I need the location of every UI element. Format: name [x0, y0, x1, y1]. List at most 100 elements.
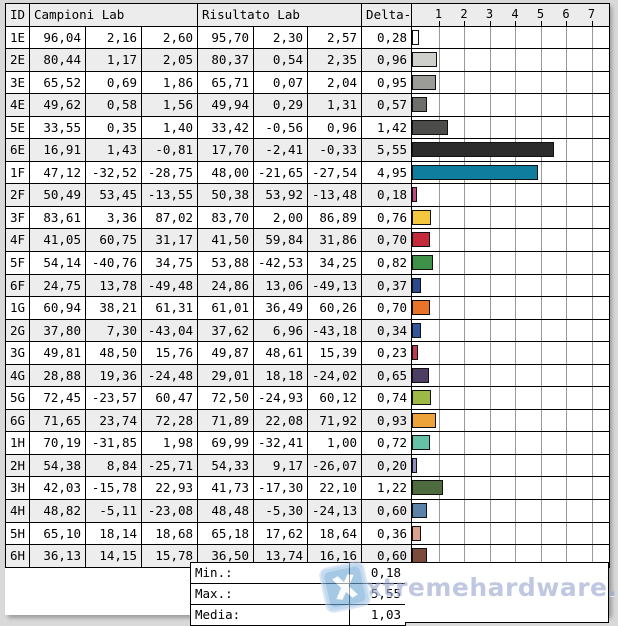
chart-gridline [489, 365, 491, 386]
chart-gridline [566, 252, 568, 274]
chart-bar[interactable] [412, 232, 430, 248]
chart-gridline [438, 27, 440, 48]
chart-bar[interactable] [412, 277, 422, 293]
table-row[interactable]: 5E 33,55 0,35 1,40 33,42 -0,56 0,96 1,42 [5, 115, 611, 140]
chart-gridline [438, 94, 440, 116]
chart-gridline [566, 72, 568, 93]
stats-value: 1,03 [349, 604, 406, 626]
table-row[interactable]: 2H 54,38 8,84 -25,71 54,33 9,17 -26,07 0,20 [5, 453, 611, 478]
table-row[interactable]: 1G 60,94 38,21 61,31 61,01 36,49 60,26 0,70 [5, 296, 611, 320]
cell-campioni-value: 23,74 [85, 408, 142, 433]
cell-id: 4F [5, 228, 30, 253]
cell-campioni-value: 53,45 [85, 183, 142, 207]
chart-cell [411, 183, 611, 207]
chart-gridline [540, 455, 542, 477]
table-row[interactable]: 1F 47,12 -32,52 -28,75 48,00 -21,65 -27,54 4,95 [5, 160, 611, 185]
chart-bar[interactable] [412, 74, 437, 90]
table-row[interactable]: 5G 72,45 -23,57 60,47 72,50 -24,93 60,12 0,74 [5, 386, 611, 410]
axis-tick-mark [438, 20, 440, 26]
chart-bar[interactable] [412, 390, 431, 406]
chart-bar[interactable] [412, 119, 449, 135]
chart-gridline [464, 455, 466, 477]
table-row[interactable]: 6F 24,75 13,78 -49,48 24,86 13,06 -49,13 0,37 [5, 273, 611, 298]
chart-gridline [540, 162, 542, 183]
table-row[interactable]: 3E 65,52 0,69 1,86 65,71 0,07 2,04 0,95 [5, 70, 611, 95]
cell-risultato-value: 49,94 [197, 93, 255, 117]
chart-bar[interactable] [412, 97, 427, 113]
cell-id: 3F [5, 205, 30, 230]
table-row[interactable]: 3G 49,81 48,50 15,76 49,87 48,61 15,39 0,23 [5, 341, 611, 365]
chart-bar[interactable] [412, 367, 429, 383]
table-row[interactable]: 2E 80,44 1,17 2,05 80,37 0,54 2,35 0,96 [5, 48, 611, 72]
chart-gridline [591, 162, 593, 183]
cell-risultato-value: 6,96 [253, 318, 309, 343]
table-row[interactable]: 4E 49,62 0,58 1,56 49,94 0,29 1,31 0,57 [5, 93, 611, 117]
table-row[interactable]: 5F 54,14 -40,76 34,75 53,88 -42,53 34,25 0,82 [5, 251, 611, 275]
chart-bar[interactable] [412, 209, 432, 225]
cell-campioni-value: 0,69 [85, 70, 142, 95]
cell-campioni-value: -31,85 [85, 431, 142, 455]
chart-bar[interactable] [412, 255, 433, 271]
table-row[interactable]: 6E 16,91 1,43 -0,81 17,70 -2,41 -0,33 5,55 [5, 138, 611, 162]
chart-gridline [464, 72, 466, 93]
stats-row: Min.: 0,18 [190, 562, 406, 584]
table-row[interactable]: 5H 65,10 18,14 18,68 65,18 17,62 18,64 0,36 [5, 521, 611, 546]
chart-bar[interactable] [412, 52, 437, 68]
chart-bar[interactable] [412, 29, 420, 45]
chart-bar[interactable] [412, 412, 436, 428]
chart-bar[interactable] [412, 300, 430, 316]
table-row[interactable]: 2F 50,49 53,45 -13,55 50,38 53,92 -13,48 0,18 [5, 183, 611, 207]
chart-bar[interactable] [412, 164, 539, 180]
chart-plot-area [412, 184, 609, 206]
chart-gridline [540, 477, 542, 499]
chart-gridline [540, 252, 542, 274]
cell-risultato-value: 0,54 [253, 48, 309, 72]
chart-gridline [515, 27, 517, 48]
table-row[interactable]: 2G 37,80 7,30 -43,04 37,62 6,96 -43,18 0,34 [5, 318, 611, 343]
chart-bar[interactable] [412, 548, 428, 564]
chart-gridline [540, 275, 542, 296]
chart-gridline [515, 342, 517, 364]
table-row[interactable]: 4F 41,05 60,75 31,17 41,50 59,84 31,86 0,70 [5, 228, 611, 253]
cell-delta-e: 0,95 [361, 70, 413, 95]
stats-label: Media: [190, 604, 350, 626]
chart-bar[interactable] [412, 142, 554, 158]
table-row[interactable]: 6H 36,13 14,15 15,78 36,50 13,74 16,16 0,60 [5, 544, 611, 568]
table-row[interactable]: 3F 83,61 3,36 87,02 83,70 2,00 86,89 0,76 [5, 205, 611, 230]
cell-campioni-value: 50,49 [29, 183, 86, 207]
chart-gridline [489, 297, 491, 319]
cell-campioni-value: 70,19 [29, 431, 86, 455]
chart-gridline [566, 545, 568, 567]
chart-gridline [515, 207, 517, 228]
chart-bar[interactable] [412, 187, 417, 203]
cell-delta-e: 0,18 [361, 183, 413, 207]
table-row[interactable]: 4G 28,88 19,36 -24,48 29,01 18,18 -24,02 0,65 [5, 363, 611, 388]
table-row[interactable]: 1H 70,19 -31,85 1,98 69,99 -32,41 1,00 0,72 [5, 431, 611, 455]
cell-risultato-value: 0,07 [253, 70, 309, 95]
table-row[interactable]: 4H 48,82 -5,11 -23,08 48,48 -5,30 -24,13 0,60 [5, 499, 611, 523]
chart-bar[interactable] [412, 345, 418, 361]
chart-gridline [464, 365, 466, 386]
chart-bar[interactable] [412, 457, 418, 473]
chart-bar[interactable] [412, 480, 444, 496]
chart-gridline [566, 455, 568, 477]
cell-risultato-value: 41,50 [197, 228, 255, 253]
table-row[interactable]: 6G 71,65 23,74 72,28 71,89 22,08 71,92 0,93 [5, 408, 611, 433]
chart-gridline [438, 297, 440, 319]
table-row[interactable]: 1E 96,04 2,16 2,60 95,70 2,30 2,57 0,28 [5, 25, 611, 50]
cell-delta-e: 0,36 [361, 521, 413, 546]
cell-risultato-value: 53,92 [253, 183, 309, 207]
chart-gridline [591, 387, 593, 409]
table-row[interactable]: 3H 42,03 -15,78 22,93 41,73 -17,30 22,10 1,22 [5, 476, 611, 501]
chart-bar[interactable] [412, 525, 422, 541]
cell-risultato-value: -2,41 [253, 138, 309, 162]
chart-bar[interactable] [412, 435, 431, 451]
chart-gridline [515, 49, 517, 71]
chart-gridline [591, 365, 593, 386]
chart-bar[interactable] [412, 322, 421, 338]
chart-bar[interactable] [412, 503, 428, 519]
cell-campioni-value: 33,55 [29, 115, 86, 140]
chart-gridline [489, 207, 491, 228]
chart-plot-area [412, 207, 609, 228]
